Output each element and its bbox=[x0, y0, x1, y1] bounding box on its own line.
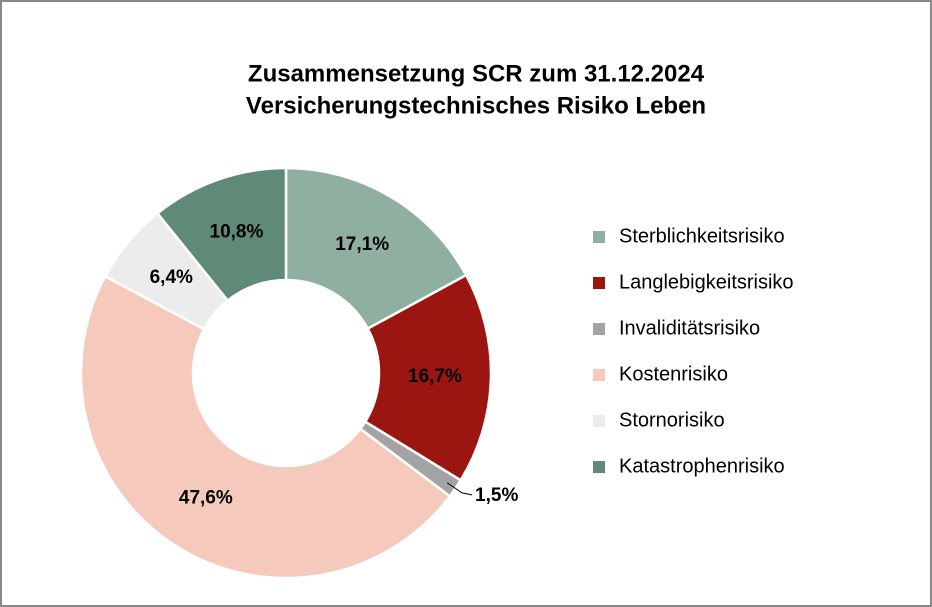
value-label: 1,5% bbox=[475, 485, 518, 506]
value-label: 10,8% bbox=[210, 221, 264, 242]
chart-subtitle: Versicherungstechnisches Risiko Leben bbox=[246, 92, 706, 119]
legend-label: Katastrophenrisiko bbox=[619, 455, 785, 477]
legend-label: Invaliditätsrisiko bbox=[619, 317, 760, 339]
chart-title: Zusammensetzung SCR zum 31.12.2024 bbox=[248, 60, 705, 87]
legend-swatch bbox=[593, 415, 605, 427]
legend-label: Langlebigkeitsrisiko bbox=[619, 271, 794, 293]
value-label: 47,6% bbox=[179, 488, 233, 509]
legend-label: Sterblichkeitsrisiko bbox=[619, 225, 785, 247]
value-label: 16,7% bbox=[408, 366, 462, 387]
slice bbox=[284, 166, 468, 331]
slice bbox=[363, 273, 493, 483]
legend-label: Kostenrisiko bbox=[619, 363, 728, 385]
legend-swatch bbox=[593, 461, 605, 473]
slice bbox=[155, 166, 288, 303]
value-label: 17,1% bbox=[335, 234, 389, 255]
legend-swatch bbox=[593, 369, 605, 381]
legend-label: Stornorisiko bbox=[619, 409, 725, 431]
legend-swatch bbox=[593, 323, 605, 335]
value-label: 6,4% bbox=[150, 267, 193, 288]
leader-line bbox=[446, 482, 473, 496]
legend-swatch bbox=[593, 231, 605, 243]
legend-swatch bbox=[593, 277, 605, 289]
slice bbox=[79, 274, 452, 580]
